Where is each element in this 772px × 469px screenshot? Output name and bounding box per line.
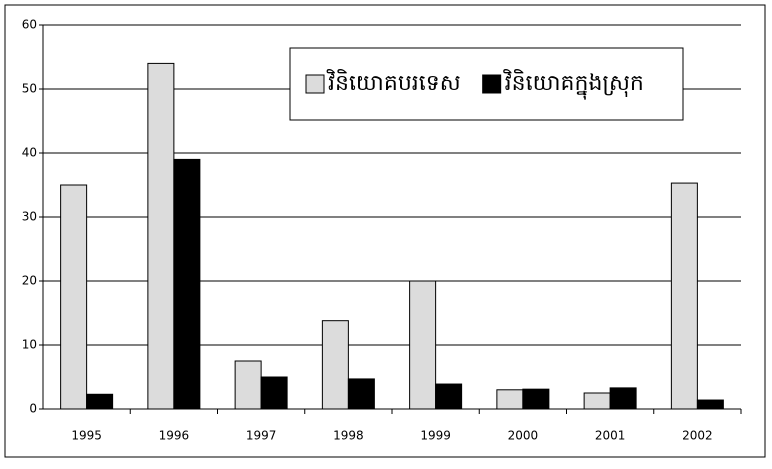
bar	[496, 389, 524, 410]
bar	[173, 158, 201, 410]
legend-label: វិនិយោគក្នុងស្រុក	[503, 69, 644, 100]
legend: វិនិយោគបរទេស វិនិយោគក្នុងស្រុក	[289, 47, 684, 121]
bar	[696, 399, 724, 410]
bar	[147, 62, 175, 410]
bar	[260, 376, 288, 410]
bar	[522, 388, 550, 410]
legend-label: វិនិយោគបរទេស	[326, 69, 461, 96]
x-tick-label: 1997	[246, 429, 277, 443]
x-tick-label: 1998	[333, 429, 364, 443]
bar	[347, 378, 375, 410]
x-tick-label: 1999	[420, 429, 451, 443]
y-tick-label: 60	[22, 18, 37, 32]
bar	[609, 387, 637, 410]
y-tick-label: 10	[22, 338, 37, 352]
y-tick-label: 30	[22, 210, 37, 224]
bar	[670, 182, 698, 410]
x-tick-label: 1996	[159, 429, 190, 443]
y-tick-label: 20	[22, 274, 37, 288]
y-tick-label: 0	[29, 402, 37, 416]
bar	[435, 383, 463, 410]
x-tick-label: 2001	[595, 429, 626, 443]
x-tick-label: 2002	[682, 429, 713, 443]
bar	[234, 360, 262, 410]
y-tick-label: 50	[22, 82, 37, 96]
legend-swatch	[482, 74, 502, 94]
bar	[583, 392, 611, 410]
bar	[60, 184, 88, 410]
bar	[409, 280, 437, 410]
bar	[321, 320, 349, 410]
x-tick-label: 1995	[71, 429, 102, 443]
y-tick-label: 40	[22, 146, 37, 160]
legend-swatch	[305, 74, 325, 94]
x-tick-label: 2000	[508, 429, 539, 443]
bar	[86, 393, 114, 410]
